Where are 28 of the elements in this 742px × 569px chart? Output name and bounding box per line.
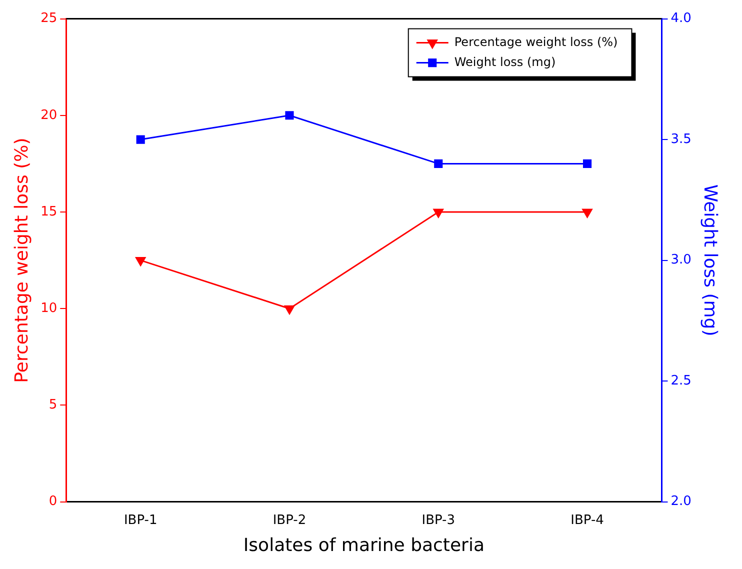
y-tick-label: 10 (40, 300, 58, 316)
x-tick-label: IBP-1 (124, 512, 158, 528)
point (433, 208, 444, 218)
point (285, 111, 294, 120)
y2-tick-label: 2.0 (670, 494, 692, 510)
point (284, 305, 295, 314)
point (582, 208, 592, 218)
y-tick-label: 0 (48, 494, 58, 510)
y2-axis-title: Weight loss (mg) (700, 184, 721, 336)
x-tick-label: IBP-3 (422, 512, 456, 528)
y-tick-label: 5 (48, 398, 58, 413)
legend-label: Weight loss (mg) (454, 54, 556, 69)
y-tick-label: 15 (40, 204, 58, 220)
y2-tick-label: 3.0 (670, 252, 692, 268)
point (136, 257, 146, 266)
point (136, 135, 145, 144)
y-axis-title: Percentage weight loss (%) (11, 138, 32, 383)
y2-tick-label: 3.5 (670, 132, 692, 147)
y-tick-label: 20 (40, 108, 58, 123)
point (434, 159, 443, 168)
x-axis-title: Isolates of marine bacteria (243, 534, 484, 556)
y2-tick-label: 4.0 (670, 11, 692, 26)
legend-label: Percentage weight loss (%) (454, 34, 618, 49)
y2-tick-label: 2.5 (670, 373, 692, 388)
y-tick-label: 25 (40, 11, 58, 26)
point (582, 159, 592, 168)
x-tick-label: IBP-4 (570, 512, 604, 528)
x-tick-label: IBP-2 (272, 512, 306, 528)
